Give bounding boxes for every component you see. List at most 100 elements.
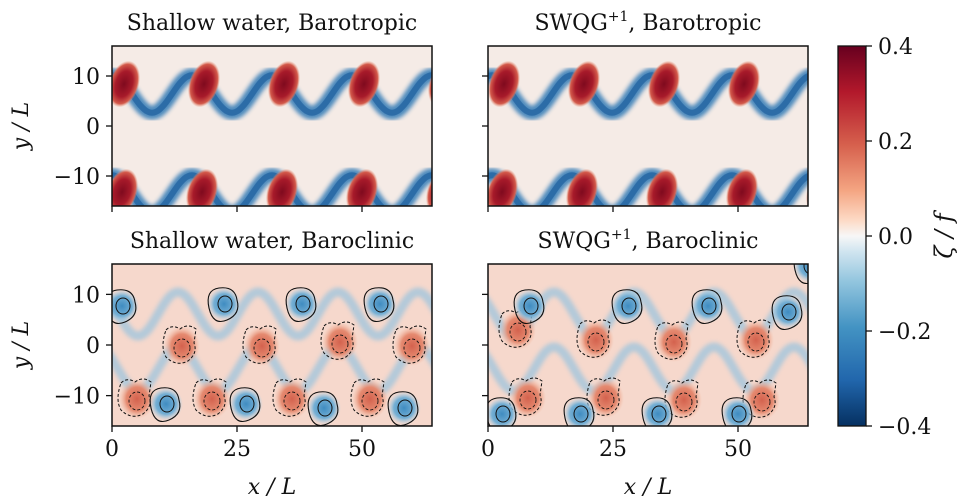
positive-contour-line: [621, 297, 637, 315]
positive-vortex: [488, 168, 519, 206]
negative-contour-line: [587, 332, 605, 352]
negative-vorticity-core: [112, 172, 432, 206]
positive-vortex: [352, 379, 388, 419]
panel-4: [487, 263, 809, 427]
colorbar: [837, 45, 867, 427]
colorbar-label: ζ / f: [930, 209, 958, 258]
positive-contour-line: [731, 405, 747, 423]
panel-title-rest: , Baroclinic: [631, 229, 758, 254]
negative-contour-line: [392, 325, 427, 364]
positive-vortex: [119, 379, 155, 419]
positive-contour-line: [149, 387, 181, 423]
positive-vortex: [185, 168, 219, 206]
positive-contour-line: [217, 295, 233, 313]
negative-contour-line: [242, 325, 277, 364]
positive-contour-line: [611, 289, 643, 325]
panel-title-superscript: +1: [608, 9, 629, 25]
positive-contour-line: [573, 405, 589, 423]
vorticity-field: [488, 264, 808, 426]
vorticity-field: [112, 60, 432, 206]
negative-vortex: [488, 397, 519, 426]
negative-contour-line: [519, 390, 537, 410]
positive-contour-line: [207, 287, 239, 323]
positive-contour-line: [641, 397, 673, 426]
positive-vortex: [645, 168, 679, 206]
positive-vortex: [347, 60, 381, 108]
positive-contour-line: [691, 289, 723, 325]
negative-vortex: [771, 295, 805, 329]
negative-contour-line: [173, 338, 191, 358]
positive-vortex: [112, 60, 141, 108]
positive-contour-line: [115, 297, 131, 315]
x-axis-label: x / L: [624, 475, 672, 500]
positive-vortex: [274, 379, 310, 419]
negative-vorticity-band: [112, 287, 432, 341]
y-axis-label: y / L: [9, 102, 34, 151]
positive-vortex: [588, 378, 624, 418]
negative-vortex: [641, 397, 675, 426]
negative-vortex: [611, 289, 645, 323]
positive-contour-line: [285, 287, 317, 323]
panel-title: Shallow water, Barotropic: [127, 11, 417, 36]
positive-vortex: [567, 60, 601, 108]
y-tick-label: 0: [86, 334, 100, 359]
negative-vortex: [363, 287, 397, 321]
panel-title: SWQG+1, Barotropic: [534, 9, 761, 36]
negative-contour-line: [665, 334, 683, 354]
y-tick-label: 10: [72, 283, 100, 308]
positive-contour-line: [803, 264, 808, 274]
negative-vortex: [285, 287, 319, 321]
vorticity-field: [112, 287, 432, 426]
negative-vortex: [513, 289, 547, 323]
vorticity-field: [488, 60, 808, 206]
positive-contour-line: [397, 399, 413, 417]
positive-contour-line: [651, 405, 667, 423]
positive-contour-line: [513, 289, 545, 325]
positive-contour-line: [112, 289, 137, 325]
positive-vortex: [267, 60, 301, 108]
positive-vortex: [164, 326, 200, 366]
positive-vortex: [725, 168, 759, 206]
colorbar-tick-label: 0.2: [878, 130, 913, 155]
panel-title-rest: , Barotropic: [628, 11, 761, 36]
positive-contour-line: [701, 297, 717, 315]
negative-contour-line: [331, 334, 349, 354]
panel-title-main: SWQG: [538, 229, 611, 254]
positive-contour-line: [495, 405, 511, 423]
panel-3: [111, 263, 433, 427]
negative-contour-line: [283, 391, 301, 411]
colorbar-tick-label: 0.0: [878, 225, 913, 250]
positive-contour-line: [229, 387, 261, 423]
positive-contour-line: [295, 295, 311, 313]
x-tick-label: 50: [724, 437, 752, 462]
positive-contour-line: [317, 399, 333, 417]
panel-title: Shallow water, Baroclinic: [130, 229, 414, 254]
negative-contour-line: [192, 378, 227, 417]
y-tick-label: 0: [86, 115, 100, 140]
negative-contour-line: [320, 321, 355, 360]
positive-contour-line: [721, 397, 753, 426]
positive-vortex: [647, 60, 681, 108]
negative-vorticity-core: [488, 72, 808, 116]
positive-vortex: [265, 168, 299, 206]
negative-vortex: [229, 387, 263, 421]
positive-vortex: [656, 322, 692, 362]
negative-vortex: [691, 289, 725, 323]
positive-vortex: [345, 168, 379, 206]
panel-title-main: Shallow water, Barotropic: [127, 11, 417, 36]
panel-1: [111, 45, 433, 207]
positive-vortex: [565, 168, 599, 206]
negative-vortex: [149, 387, 183, 421]
negative-contour-line: [675, 392, 693, 412]
positive-vortex: [187, 60, 221, 108]
negative-vortex: [563, 397, 597, 426]
x-tick-label: 25: [223, 437, 251, 462]
negative-contour-line: [162, 325, 197, 364]
negative-contour-line: [736, 319, 771, 358]
negative-contour-line: [747, 332, 765, 352]
positive-vortex: [738, 320, 774, 360]
panel-2: [487, 45, 809, 207]
negative-vortex: [721, 397, 755, 426]
positive-contour-line: [771, 295, 803, 331]
